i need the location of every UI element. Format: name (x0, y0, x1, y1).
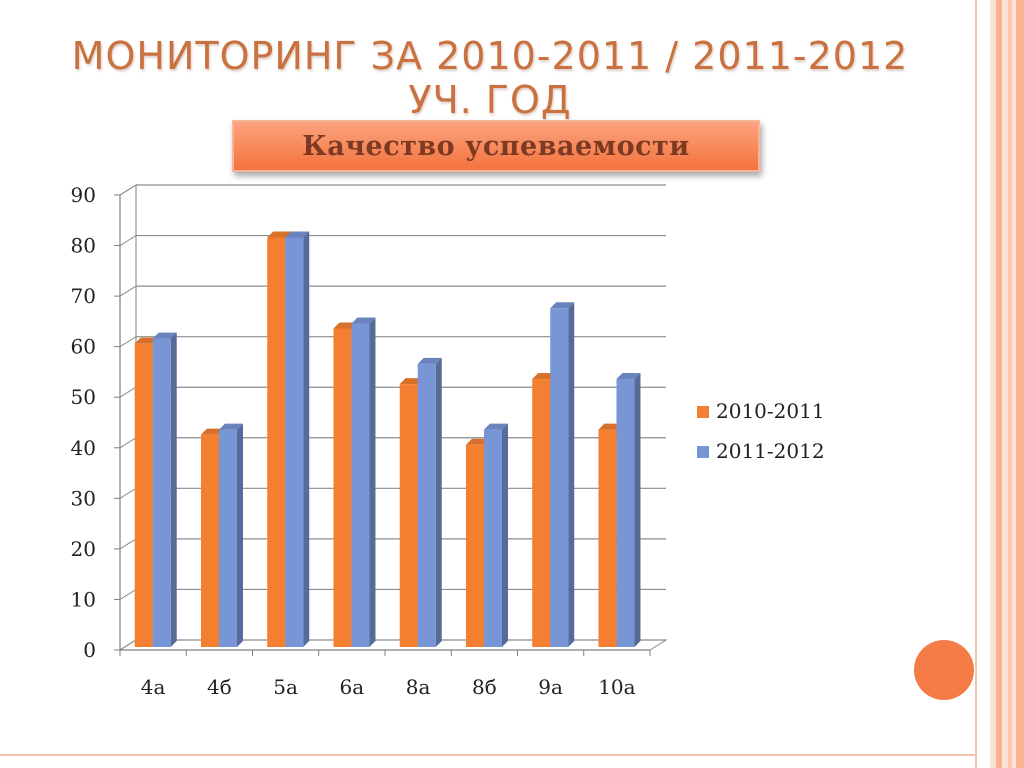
bar (598, 429, 617, 647)
bar-side (170, 332, 177, 647)
decor-stripe-3 (1008, 0, 1012, 768)
bar (134, 343, 153, 647)
bar-top (267, 231, 292, 238)
gridline-diagonal (119, 538, 137, 550)
bar (616, 379, 635, 647)
bar-side (634, 373, 641, 647)
legend-label: 2010-2011 (716, 399, 825, 423)
bar-side (501, 423, 508, 647)
bar-top (218, 423, 243, 430)
bar (267, 237, 286, 647)
y-tick-label: 20 (71, 537, 96, 561)
y-tick-label: 90 (71, 183, 96, 207)
decor-stripe-4 (1016, 0, 1024, 768)
chart-legend: 2010-2011 2011-2012 (697, 399, 825, 463)
legend-label: 2011-2012 (716, 439, 825, 463)
bar (333, 328, 352, 647)
bar (417, 363, 436, 647)
bar (532, 379, 551, 647)
frame-line-vertical (975, 0, 977, 768)
bar-top (417, 357, 442, 364)
bar (351, 323, 370, 647)
bar-side (568, 302, 575, 647)
gridline-diagonal (119, 235, 137, 246)
bar (200, 434, 219, 647)
x-tick-label: 8б (472, 675, 497, 699)
gridline-diagonal (119, 285, 137, 297)
x-tick-label: 5а (273, 675, 298, 699)
slide-title: МОНИТОРИНГ ЗА 2010-2011 / 2011-2012 УЧ. … (71, 34, 909, 122)
bar-side (435, 357, 442, 647)
x-tick-label: 4а (141, 675, 166, 699)
x-tick-label: 8а (406, 675, 431, 699)
gridline-diagonal (119, 487, 137, 499)
bar-top (616, 373, 641, 380)
y-tick-label: 80 (71, 234, 96, 258)
y-tick-label: 0 (83, 638, 96, 662)
decor-orange-circle (914, 640, 974, 700)
x-tick-label: 10а (598, 675, 635, 699)
bar-side (303, 231, 310, 647)
chart-labels: 0 10 20 30 40 50 60 70 80 90 4а 4б 5а 6а 8а 8б 9а 10а (71, 183, 636, 699)
y-tick-label: 50 (71, 385, 96, 409)
chart-grid (114, 184, 668, 656)
legend-swatch (697, 406, 709, 418)
x-tick-label: 4б (207, 675, 232, 699)
bar-top (351, 317, 376, 324)
bar (550, 308, 569, 647)
bar (399, 384, 418, 647)
decor-stripe-2 (996, 0, 1002, 768)
bar-side (369, 317, 376, 647)
bar (285, 237, 304, 647)
bar-top (483, 423, 508, 430)
legend-swatch (697, 446, 709, 458)
y-tick-label: 70 (71, 284, 96, 308)
frame-line-horizontal (0, 754, 976, 756)
side-wall (119, 184, 137, 651)
y-tick-label: 30 (71, 486, 96, 510)
bar-top (550, 302, 575, 309)
subtitle-banner: Качество успеваемости (232, 120, 760, 172)
y-tick-label: 60 (71, 335, 96, 359)
gridline-diagonal (119, 336, 137, 348)
bar-side (236, 423, 243, 647)
gridline-diagonal (119, 639, 137, 651)
gridline-diagonal (119, 184, 137, 196)
bar-top (285, 231, 310, 238)
bar (465, 444, 484, 647)
gridline-diagonal (119, 386, 137, 398)
x-tick-label: 6а (340, 675, 365, 699)
y-tick-label: 10 (71, 587, 96, 611)
subtitle-text: Качество успеваемости (302, 130, 690, 162)
bar-top (152, 332, 177, 339)
x-tick-label: 9а (538, 675, 563, 699)
bar (483, 429, 502, 647)
gridline-diagonal (119, 437, 137, 449)
gridline-diagonal (119, 589, 137, 600)
chart-bars (134, 231, 641, 647)
y-tick-label: 40 (71, 436, 96, 460)
bar (218, 429, 237, 647)
bar (152, 338, 171, 647)
